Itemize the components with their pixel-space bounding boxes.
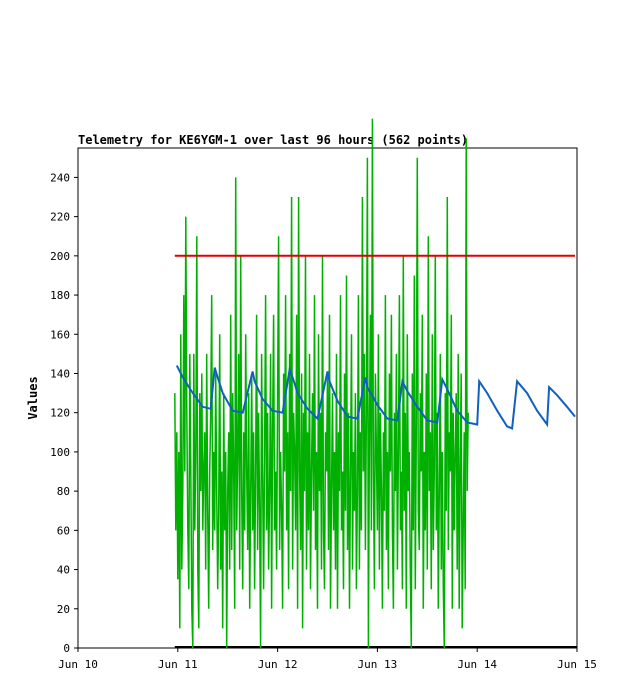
y-tick-label: 160 <box>50 328 70 341</box>
y-tick-label: 180 <box>50 289 70 302</box>
x-tick-label: Jun 12 <box>258 658 298 671</box>
y-tick-label: 80 <box>57 485 70 498</box>
x-axis-ticks: Jun 10 Jun 11 Jun 12 Jun 13 Jun 14 Jun 15 <box>58 648 597 671</box>
y-tick-label: 120 <box>50 407 70 420</box>
x-tick-label: Jun 15 <box>557 658 597 671</box>
chart-title: Telemetry for KE6YGM-1 over last 96 hour… <box>78 133 468 147</box>
y-tick-label: 60 <box>57 524 70 537</box>
y-axis-ticks: 0 20 40 60 80 100 120 140 160 180 200 220 240 <box>50 171 78 655</box>
x-tick-label: Jun 13 <box>358 658 398 671</box>
y-tick-label: 200 <box>50 250 70 263</box>
y-tick-label: 0 <box>63 642 70 655</box>
y-tick-label: 240 <box>50 171 70 184</box>
y-tick-label: 100 <box>50 446 70 459</box>
y-tick-label: 140 <box>50 367 70 380</box>
blue-series-line <box>175 365 576 430</box>
y-tick-label: 220 <box>50 211 70 224</box>
y-tick-label: 20 <box>57 603 70 616</box>
y-axis-label: Values <box>26 376 40 419</box>
y-tick-label: 40 <box>57 564 70 577</box>
series-layer <box>174 118 577 649</box>
x-tick-label: Jun 10 <box>58 658 98 671</box>
x-tick-label: Jun 14 <box>457 658 497 671</box>
x-tick-label: Jun 11 <box>158 658 198 671</box>
